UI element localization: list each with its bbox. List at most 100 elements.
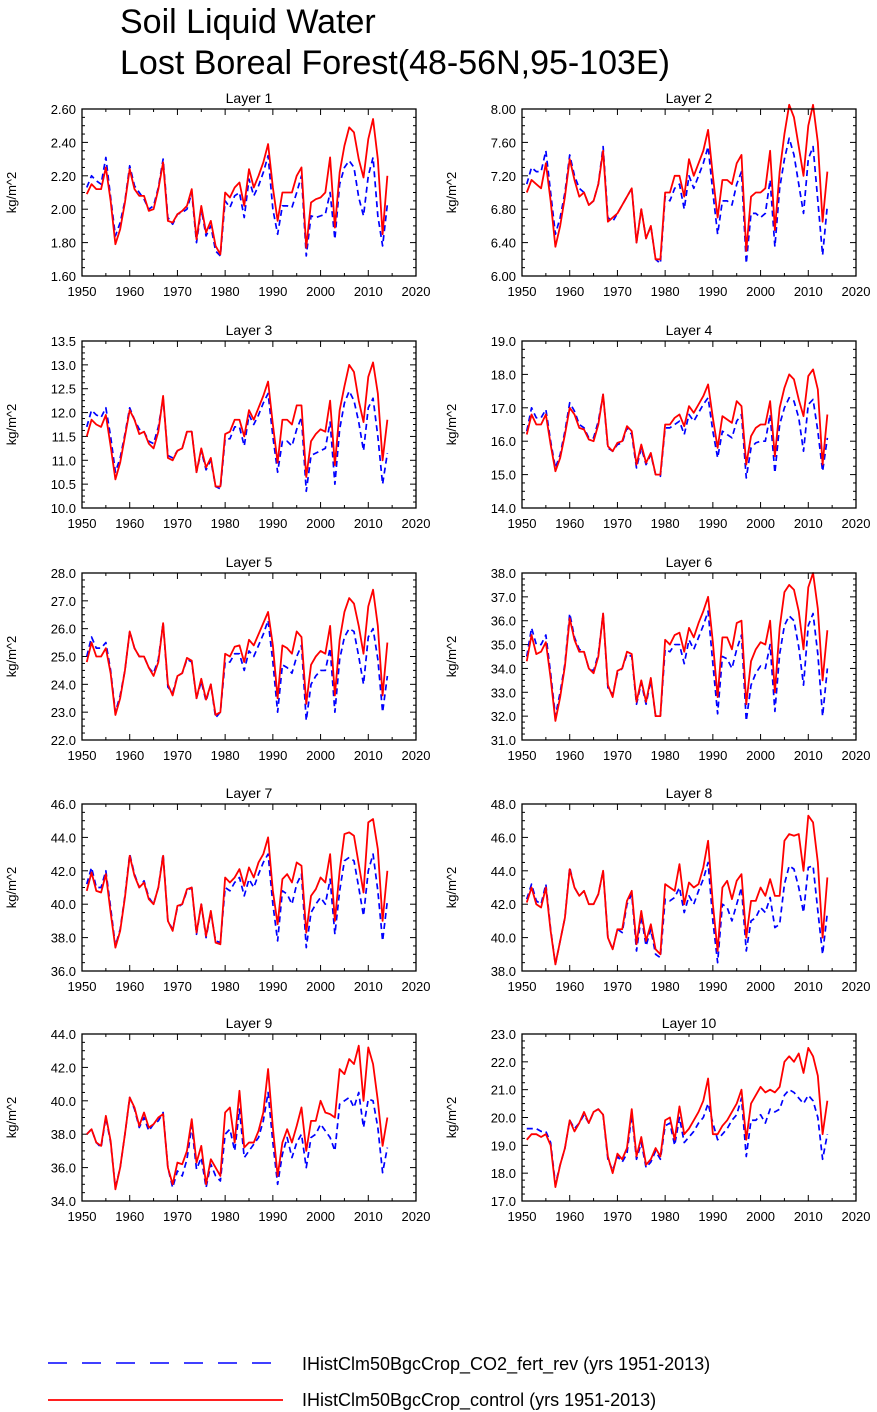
x-tick-label: 1990 [698,516,727,531]
y-tick-label: 42.0 [51,864,76,879]
x-tick-label: 1990 [258,1209,287,1224]
y-axis-label-layer-2: kg/m^2 [444,172,459,214]
y-axis-label-layer-8: kg/m^2 [444,867,459,909]
x-tick-label: 2020 [402,516,431,531]
x-tick-label: 2010 [354,516,383,531]
y-tick-label: 20.0 [491,1111,516,1126]
x-tick-label: 1980 [651,284,680,299]
y-tick-label: 25.0 [51,650,76,665]
series-line-control-layer-10 [526,1047,829,1188]
chart-layer-9: Layer 9 kg/m^2 1950 1960 1970 1980 1990 2000 201… [4,1015,430,1224]
y-axis-label-layer-4: kg/m^2 [444,404,459,446]
chart-layer-8: Layer 8 kg/m^2 1950 1960 1970 1980 1990 2000 201… [444,785,870,994]
y-tick-label: 42.0 [51,1060,76,1075]
x-tick-label: 2000 [746,284,775,299]
x-tick-label: 1980 [211,979,240,994]
x-tick-label: 1970 [163,979,192,994]
chart-title-layer-6: Layer 6 [666,554,713,570]
chart-title-layer-5: Layer 5 [226,554,273,570]
x-tick-label: 1970 [603,748,632,763]
x-tick-label: 1980 [211,1209,240,1224]
x-tick-label: 1960 [555,1209,584,1224]
x-tick-label: 2000 [306,516,335,531]
chart-layer-7: Layer 7 kg/m^2 1950 1960 1970 1980 1990 2000 201… [4,785,430,994]
y-tick-label: 2.40 [51,135,76,150]
y-tick-label: 26.0 [51,622,76,637]
x-tick-label: 1960 [555,979,584,994]
y-tick-label: 24.0 [51,677,76,692]
x-tick-label: 1970 [603,979,632,994]
y-tick-label: 34.0 [51,1194,76,1209]
y-tick-label: 11.0 [52,453,76,468]
y-tick-label: 21.0 [491,1083,516,1098]
y-tick-label: 36.0 [491,614,516,629]
y-tick-label: 7.20 [491,169,516,184]
x-tick-label: 1970 [163,284,192,299]
y-tick-label: 22.0 [491,1055,516,1070]
y-tick-label: 37.0 [491,590,516,605]
x-tick-label: 1950 [508,748,537,763]
x-tick-label: 2010 [354,284,383,299]
x-tick-label: 1950 [68,748,97,763]
x-tick-label: 2010 [794,748,823,763]
series-line-control-layer-1 [85,118,389,256]
x-tick-label: 2020 [402,979,431,994]
x-tick-label: 2010 [794,979,823,994]
plot-frame-layer-10 [521,1033,857,1202]
x-tick-label: 2020 [842,516,871,531]
x-tick-label: 2010 [794,516,823,531]
y-tick-label: 40.0 [491,931,516,946]
y-tick-label: 13.0 [51,358,76,373]
chart-layer-3: Layer 3 kg/m^2 1950 1960 1970 1980 1990 2000 201… [4,322,430,531]
y-tick-label: 14.0 [491,501,516,516]
y-tick-label: 38.0 [491,566,516,581]
series-line-control-layer-8 [525,814,829,966]
series-line-co2-layer-6 [525,610,829,722]
x-tick-label: 1980 [211,748,240,763]
series-line-co2-layer-2 [525,137,829,265]
figure-title-line1: Soil Liquid Water [120,3,376,41]
x-tick-label: 1980 [211,284,240,299]
series-line-control-layer-2 [525,103,829,261]
x-tick-label: 1990 [698,1209,727,1224]
x-tick-label: 1960 [115,748,144,763]
y-tick-label: 42.0 [491,897,516,912]
y-axis-label-layer-6: kg/m^2 [444,636,459,678]
x-tick-label: 2020 [842,284,871,299]
x-tick-label: 1970 [603,516,632,531]
y-tick-label: 10.0 [51,501,76,516]
x-tick-label: 1980 [651,1209,680,1224]
x-tick-label: 2000 [746,1209,775,1224]
y-tick-label: 38.0 [51,931,76,946]
x-tick-label: 1950 [508,979,537,994]
x-tick-label: 2000 [306,1209,335,1224]
y-tick-label: 38.0 [491,964,516,979]
series-line-control-layer-4 [525,368,829,476]
chart-layer-5: Layer 5 kg/m^2 1950 1960 1970 1980 1990 2000 201… [4,554,430,763]
x-tick-label: 1980 [651,979,680,994]
y-tick-label: 46.0 [51,797,76,812]
chart-title-layer-4: Layer 4 [666,322,713,338]
x-tick-label: 1960 [555,748,584,763]
y-axis-label-layer-3: kg/m^2 [4,404,19,446]
plot-frame-layer-1 [81,108,417,277]
x-tick-label: 2020 [402,284,431,299]
plot-frame-layer-4 [521,340,857,509]
x-tick-label: 2020 [842,748,871,763]
y-tick-label: 32.0 [491,709,516,724]
y-tick-label: 19.0 [491,1138,516,1153]
x-tick-label: 1990 [258,748,287,763]
y-tick-label: 17.0 [491,401,516,416]
y-tick-label: 6.00 [491,269,516,284]
y-tick-label: 28.0 [51,566,76,581]
chart-title-layer-3: Layer 3 [226,322,273,338]
chart-layer-10: Layer 10 kg/m^2 1950 1960 1970 1980 1990 2000 20… [444,1015,870,1224]
x-tick-label: 2000 [746,979,775,994]
series-line-co2-layer-4 [525,393,829,479]
y-tick-label: 33.0 [491,685,516,700]
x-tick-label: 1960 [555,284,584,299]
y-tick-label: 23.0 [491,1027,516,1042]
y-tick-label: 40.0 [51,897,76,912]
x-tick-label: 1970 [163,748,192,763]
x-tick-label: 2000 [306,284,335,299]
